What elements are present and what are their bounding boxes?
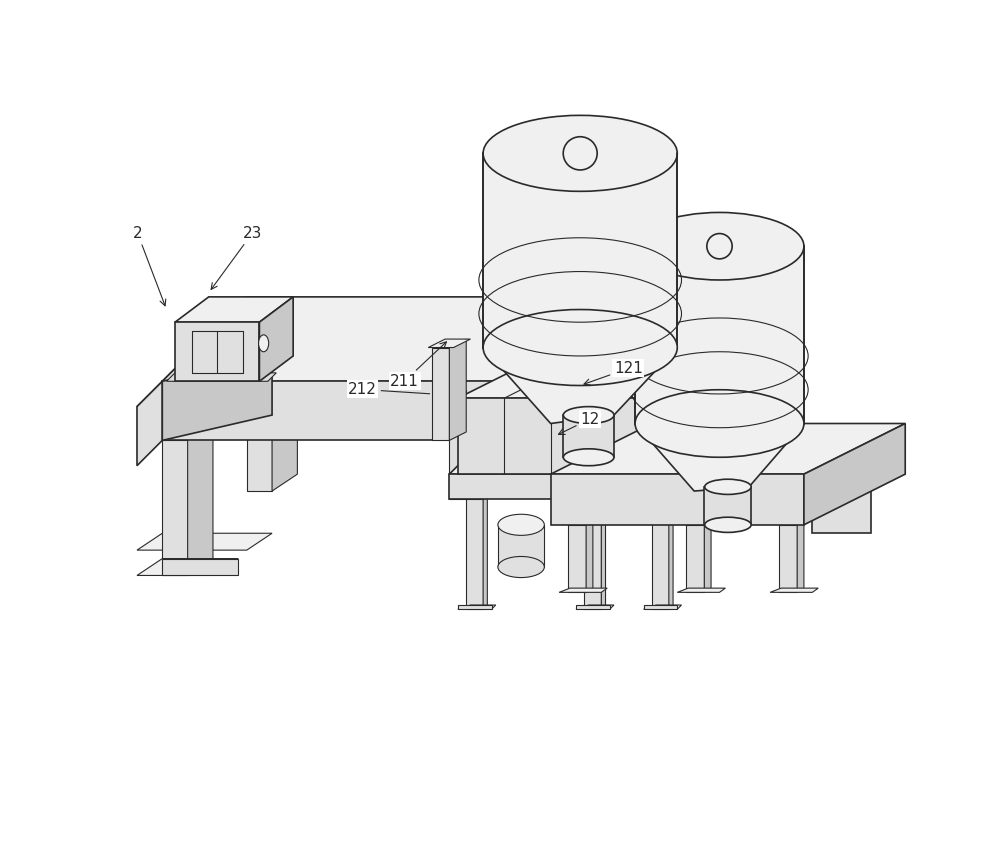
Ellipse shape — [563, 407, 614, 424]
Ellipse shape — [635, 213, 804, 280]
Polygon shape — [576, 605, 614, 609]
Polygon shape — [644, 356, 728, 474]
Ellipse shape — [635, 390, 804, 457]
Polygon shape — [162, 296, 686, 381]
Polygon shape — [162, 356, 272, 440]
Polygon shape — [458, 356, 728, 398]
Polygon shape — [428, 339, 470, 347]
Polygon shape — [686, 525, 704, 592]
Text: 121: 121 — [584, 361, 643, 385]
Polygon shape — [458, 605, 492, 609]
Ellipse shape — [705, 479, 751, 495]
Polygon shape — [175, 296, 293, 322]
Text: 211: 211 — [390, 342, 446, 389]
Polygon shape — [586, 521, 593, 592]
Polygon shape — [584, 500, 601, 609]
Polygon shape — [576, 605, 610, 609]
Polygon shape — [449, 339, 466, 440]
Polygon shape — [247, 356, 272, 491]
Polygon shape — [677, 588, 725, 592]
Polygon shape — [601, 495, 606, 609]
Polygon shape — [498, 525, 544, 567]
Polygon shape — [797, 521, 804, 592]
Polygon shape — [812, 457, 876, 483]
Polygon shape — [458, 605, 496, 609]
Polygon shape — [432, 347, 449, 440]
Polygon shape — [137, 381, 162, 466]
Text: 23: 23 — [211, 226, 262, 290]
Polygon shape — [137, 558, 238, 575]
Polygon shape — [551, 424, 905, 474]
Ellipse shape — [498, 514, 544, 535]
Polygon shape — [779, 525, 797, 592]
Polygon shape — [644, 605, 677, 609]
Polygon shape — [188, 424, 213, 575]
Polygon shape — [483, 347, 677, 424]
Polygon shape — [601, 296, 686, 440]
Polygon shape — [259, 296, 293, 381]
Polygon shape — [652, 500, 669, 609]
Polygon shape — [704, 487, 751, 525]
Polygon shape — [162, 296, 247, 440]
Polygon shape — [466, 500, 483, 609]
Polygon shape — [704, 521, 711, 592]
Ellipse shape — [707, 234, 732, 259]
Ellipse shape — [259, 335, 269, 352]
Polygon shape — [652, 385, 660, 500]
Ellipse shape — [483, 115, 677, 191]
Polygon shape — [635, 424, 804, 491]
Polygon shape — [770, 588, 818, 592]
Polygon shape — [804, 424, 905, 525]
Polygon shape — [137, 381, 272, 407]
Polygon shape — [137, 534, 272, 551]
Text: 2: 2 — [133, 226, 166, 306]
Polygon shape — [669, 449, 694, 500]
Polygon shape — [669, 495, 673, 609]
Polygon shape — [449, 474, 669, 500]
Polygon shape — [175, 322, 259, 381]
Polygon shape — [483, 153, 677, 347]
Polygon shape — [635, 246, 804, 424]
Polygon shape — [167, 373, 276, 381]
Polygon shape — [568, 525, 586, 592]
Polygon shape — [644, 605, 682, 609]
Polygon shape — [449, 390, 466, 500]
Polygon shape — [162, 558, 238, 575]
Polygon shape — [551, 474, 804, 525]
Ellipse shape — [483, 309, 677, 385]
Polygon shape — [559, 588, 607, 592]
Polygon shape — [812, 483, 871, 534]
Ellipse shape — [563, 449, 614, 466]
Ellipse shape — [705, 518, 751, 533]
Polygon shape — [483, 495, 487, 609]
Polygon shape — [162, 381, 601, 440]
Text: 12: 12 — [558, 412, 599, 435]
Polygon shape — [162, 440, 188, 575]
Text: 212: 212 — [348, 382, 430, 397]
Polygon shape — [272, 339, 297, 491]
Polygon shape — [449, 449, 694, 474]
Ellipse shape — [498, 556, 544, 578]
Ellipse shape — [563, 136, 597, 170]
Polygon shape — [458, 398, 644, 474]
Polygon shape — [563, 415, 614, 457]
